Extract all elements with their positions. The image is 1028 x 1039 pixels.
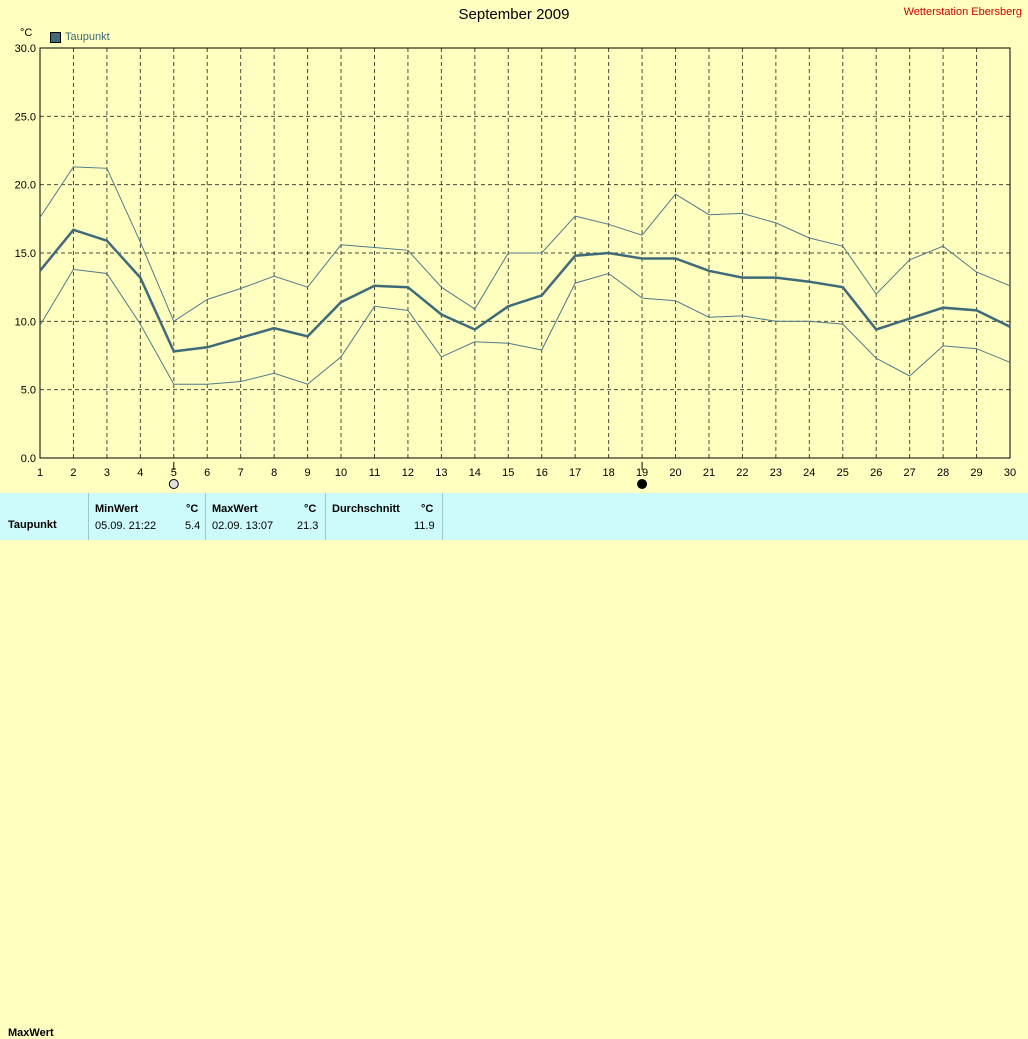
x-tick-label: 11 [369,467,380,479]
new-moon-icon [638,480,647,489]
y-tick-label: 15.0 [15,248,36,260]
x-tick-label: 10 [335,467,347,479]
stats-table: Taupunkt MaxWert MinWert °C 05.09. 21:22… [0,493,1028,540]
stats-min-column: MinWert °C 05.09. 21:22 5.4 [88,493,205,540]
x-tick-label: 25 [837,467,849,479]
stats-max-when: 02.09. 13:07 [212,520,273,532]
x-tick-label: 18 [602,467,614,479]
stats-max-header: MaxWert [212,503,258,515]
y-tick-label: 20.0 [15,180,36,192]
x-tick-label: 23 [770,467,782,479]
x-tick-label: 27 [904,467,916,479]
x-tick-label: 22 [736,467,748,479]
x-tick-label: 12 [402,467,414,479]
series-line-max [40,167,1010,321]
stats-avg-value: 11.9 [414,520,435,532]
x-tick-label: 17 [569,467,581,479]
stats-max-value: 21.3 [297,520,318,532]
x-tick-label: 3 [104,467,110,479]
x-tick-label: 21 [703,467,715,479]
x-tick-label: 20 [669,467,681,479]
x-tick-label: 28 [937,467,949,479]
stats-avg-unit: °C [421,503,433,515]
full-moon-icon [169,480,178,489]
stats-avg-column: Durchschnitt °C 11.9 [325,493,443,540]
x-tick-label: 14 [469,467,481,479]
x-tick-label: 26 [870,467,882,479]
y-tick-label: 30.0 [15,43,36,55]
series-line-min [40,269,1010,384]
stats-max-column: MaxWert °C 02.09. 13:07 21.3 [205,493,325,540]
series-line-mean [40,230,1010,352]
stats-min-header: MinWert [95,503,138,515]
stats-max-unit: °C [304,503,316,515]
y-tick-label: 25.0 [15,111,36,123]
x-tick-label: 15 [502,467,514,479]
x-tick-label: 6 [204,467,210,479]
stats-avg-header: Durchschnitt [332,503,400,515]
x-tick-label: 29 [970,467,982,479]
x-tick-label: 1 [37,467,43,479]
x-tick-label: 30 [1004,467,1016,479]
x-tick-label: 24 [803,467,815,479]
stats-min-value: 5.4 [185,520,200,532]
x-tick-label: 2 [70,467,76,479]
stats-row-label-cut: MaxWert [8,1027,54,1039]
y-tick-label: 10.0 [15,316,36,328]
x-tick-label: 16 [536,467,548,479]
x-tick-label: 9 [305,467,311,479]
stats-row-label: Taupunkt [8,519,57,531]
y-tick-label: 0.0 [21,453,36,465]
y-tick-label: 5.0 [21,385,36,397]
x-tick-label: 13 [435,467,447,479]
x-tick-label: 4 [137,467,143,479]
x-tick-label: 8 [271,467,277,479]
stats-min-when: 05.09. 21:22 [95,520,156,532]
stats-min-unit: °C [186,503,198,515]
x-tick-label: 7 [238,467,244,479]
